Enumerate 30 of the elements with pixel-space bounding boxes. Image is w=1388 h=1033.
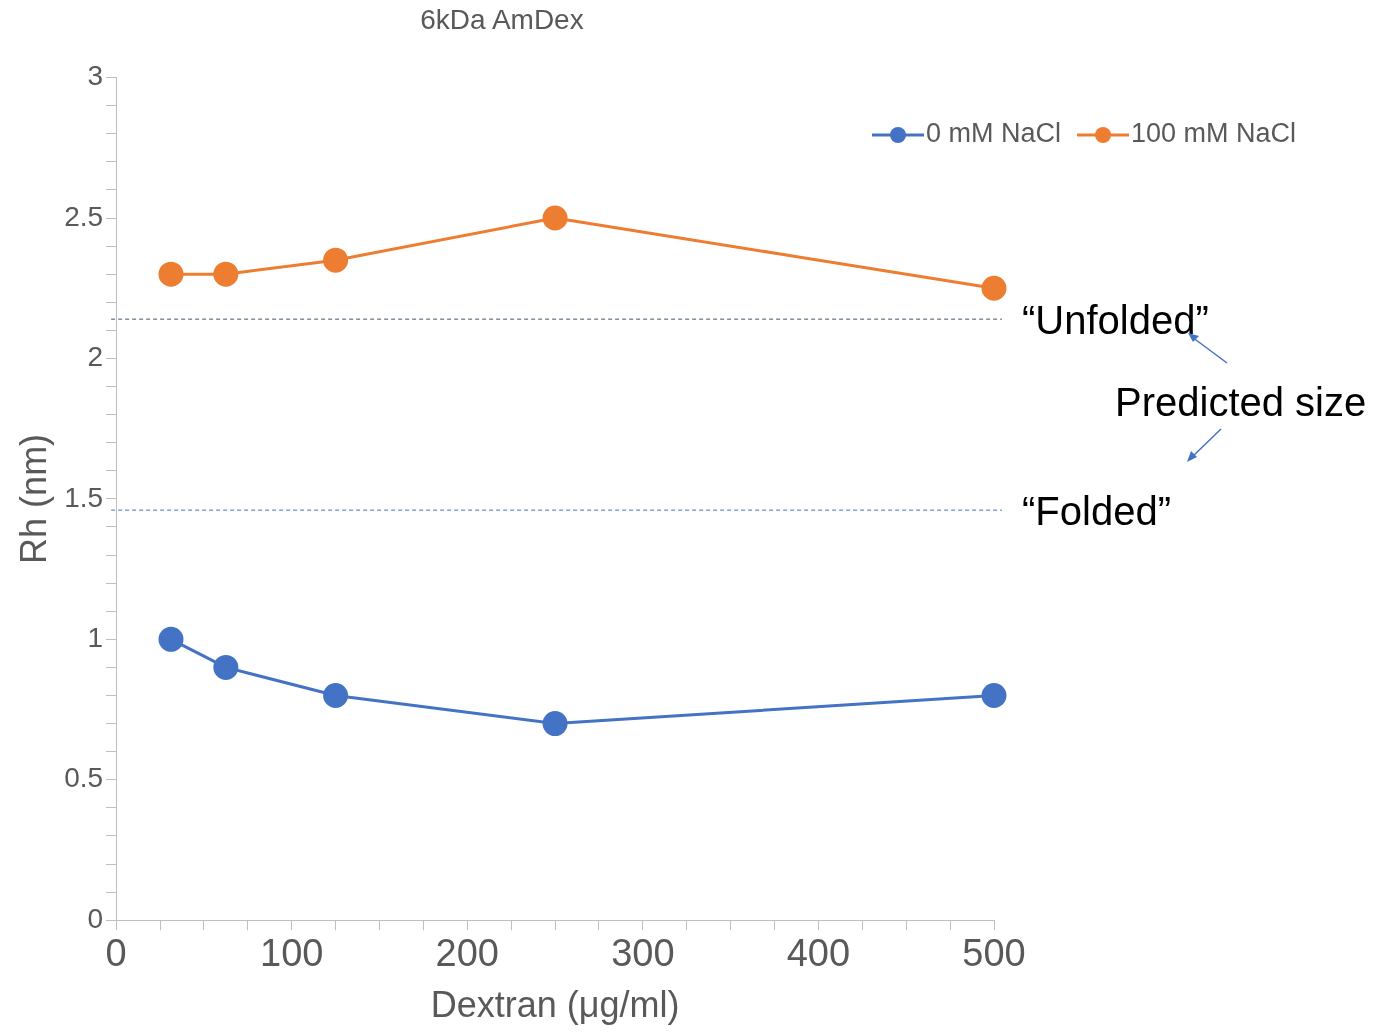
point: [542, 205, 568, 231]
x-tick-label: 200: [435, 932, 499, 975]
point: [981, 683, 1007, 709]
ref-line-label: “Folded”: [1022, 489, 1171, 534]
text: Predicted size: [1115, 380, 1367, 425]
legend-label: 100 mM NaCl: [1131, 118, 1297, 149]
y-tick-label: 2.5: [64, 200, 104, 232]
x-tick-label: 100: [260, 932, 324, 975]
point: [158, 261, 184, 287]
point: [542, 711, 568, 737]
y-tick-label: 3: [87, 60, 104, 92]
x-tick-label: 300: [611, 932, 675, 975]
y-axis-title: Rh (nm): [12, 433, 54, 564]
x-axis-title: Dextran (μg/ml): [430, 984, 680, 1026]
point: [158, 626, 184, 652]
y-tick-label: 0.5: [64, 762, 104, 794]
chart-title: 6kDa AmDex: [420, 3, 584, 35]
y-tick-label: 2: [87, 341, 104, 373]
y-tick-label: 1.5: [64, 481, 104, 513]
point: [323, 683, 349, 709]
point: [213, 654, 239, 680]
x-tick-label: 400: [786, 932, 851, 975]
point: [323, 247, 349, 273]
x-tick-label: 500: [962, 932, 1026, 975]
ref-line-label: “Unfolded”: [1022, 298, 1209, 343]
legend-label: 0 mM NaCl: [926, 118, 1062, 149]
y-tick-label: 1: [87, 622, 104, 654]
point: [213, 261, 239, 287]
point: [981, 275, 1007, 301]
y-tick-label: 0: [87, 902, 104, 934]
